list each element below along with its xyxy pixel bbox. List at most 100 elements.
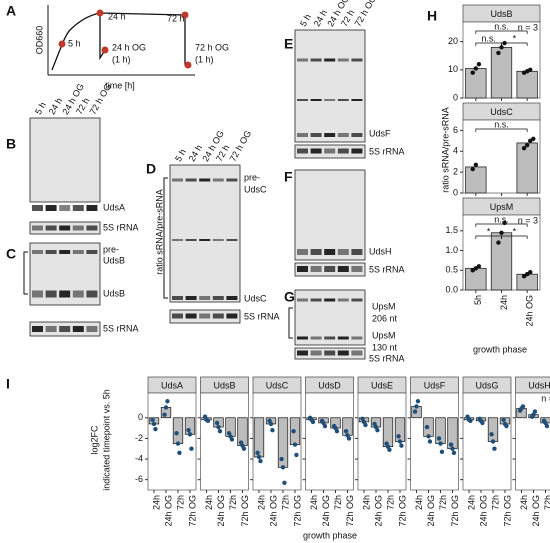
- band: [324, 298, 336, 302]
- band: [199, 178, 211, 182]
- replicate-point: [532, 409, 538, 414]
- replicate-point: [151, 421, 157, 427]
- x-tick-label: 72h: [438, 495, 448, 510]
- x-tick-label: 5h: [473, 295, 483, 305]
- x-axis-label: growth phase: [303, 530, 357, 540]
- sample-point: [181, 11, 189, 19]
- band: [212, 313, 224, 319]
- band: [86, 205, 98, 211]
- significance-label: n.s.: [481, 33, 496, 43]
- replicate-point: [528, 67, 533, 73]
- replicate-point: [258, 458, 263, 464]
- band: [172, 296, 183, 300]
- bar: [465, 166, 487, 194]
- replicate-point: [397, 439, 403, 444]
- replicate-point: [279, 456, 284, 462]
- x-tick-label: 24h OG: [531, 495, 541, 527]
- replicate-point: [499, 230, 504, 235]
- band-label: 5S rRNA: [103, 222, 139, 232]
- band: [185, 296, 197, 300]
- facet-title: UdsE: [371, 380, 393, 390]
- band: [226, 239, 238, 241]
- band-label: UdsC: [244, 293, 267, 303]
- replicate-point: [217, 428, 223, 434]
- replicate-point: [528, 270, 533, 275]
- band-label: pre-: [103, 244, 119, 254]
- replicate-point: [528, 138, 533, 144]
- x-axis-label: growth phase: [473, 344, 527, 354]
- sample-point: [184, 61, 192, 69]
- panel-label: I: [6, 376, 10, 392]
- replicate-point: [470, 70, 475, 75]
- replicate-point: [186, 427, 191, 433]
- replicate-point: [387, 447, 392, 452]
- replicate-point: [499, 45, 504, 50]
- replicate-point: [492, 446, 497, 451]
- band: [351, 336, 363, 340]
- band: [310, 350, 322, 356]
- band: [45, 250, 57, 254]
- band: [337, 249, 349, 255]
- panel-label: A: [6, 3, 16, 19]
- replicate-point: [496, 240, 501, 245]
- replicate-point: [489, 432, 494, 437]
- bar: [516, 142, 538, 194]
- x-tick-label: 72h: [228, 495, 238, 510]
- band-label: 130 nt: [372, 342, 398, 352]
- x-tick-label: 24h: [414, 495, 424, 510]
- y-tick-label: 1.0: [445, 245, 458, 255]
- band-label: UdsC: [244, 184, 267, 194]
- replicate-point: [531, 136, 536, 141]
- significance-bracket: [501, 42, 528, 46]
- replicate-point: [468, 418, 473, 424]
- band-label: 5S rRNA: [103, 323, 139, 333]
- band: [324, 133, 336, 137]
- replicate-point: [322, 423, 328, 429]
- band: [226, 178, 238, 182]
- band-label: UdsB: [103, 288, 125, 298]
- y-tick-label: 10: [448, 64, 458, 74]
- replicate-point: [521, 145, 527, 151]
- x-tick-label: 24h: [151, 495, 161, 510]
- band: [351, 249, 363, 255]
- x-tick-label: 72h OG: [240, 495, 250, 527]
- panel-label: E: [284, 36, 293, 52]
- replicate-point: [229, 437, 235, 442]
- replicate-point: [280, 465, 286, 470]
- x-tick-label: 24h OG: [478, 495, 488, 527]
- band: [297, 99, 308, 101]
- point-label: 72 h OG: [195, 42, 229, 52]
- replicate-point: [216, 424, 221, 430]
- replicate-point: [473, 162, 479, 168]
- band: [59, 326, 71, 332]
- bar: [516, 70, 538, 99]
- y-tick-label: 20: [448, 36, 458, 46]
- band-label: 5S rRNA: [369, 146, 405, 156]
- panel-label: G: [284, 289, 295, 305]
- note: n = 3: [518, 215, 538, 225]
- band: [351, 58, 363, 62]
- band: [72, 290, 84, 298]
- facet-title: UdsC: [490, 107, 513, 117]
- band: [351, 99, 363, 101]
- replicate-point: [490, 439, 496, 444]
- band-label: 206 nt: [372, 313, 398, 323]
- x-tick-label: 72h: [333, 495, 343, 510]
- band: [212, 178, 224, 182]
- lane-label: 72 h OG: [228, 129, 254, 163]
- facet-title: UpsM: [490, 202, 514, 212]
- band-label: 5S rRNA: [244, 311, 280, 321]
- plot-area: [305, 392, 354, 491]
- panel-label: C: [6, 246, 16, 262]
- lane-label: 72 h OG: [88, 82, 114, 116]
- replicate-point: [343, 428, 349, 434]
- x-axis-label: time [h]: [105, 80, 135, 90]
- bar: [516, 273, 538, 291]
- blot: [294, 29, 366, 143]
- x-tick-label: 72h OG: [187, 495, 197, 527]
- bar: [253, 417, 265, 458]
- bar: [490, 232, 513, 291]
- y-axis-label: OD660: [34, 26, 44, 55]
- band: [351, 298, 363, 302]
- x-tick-label: 72h: [543, 495, 550, 510]
